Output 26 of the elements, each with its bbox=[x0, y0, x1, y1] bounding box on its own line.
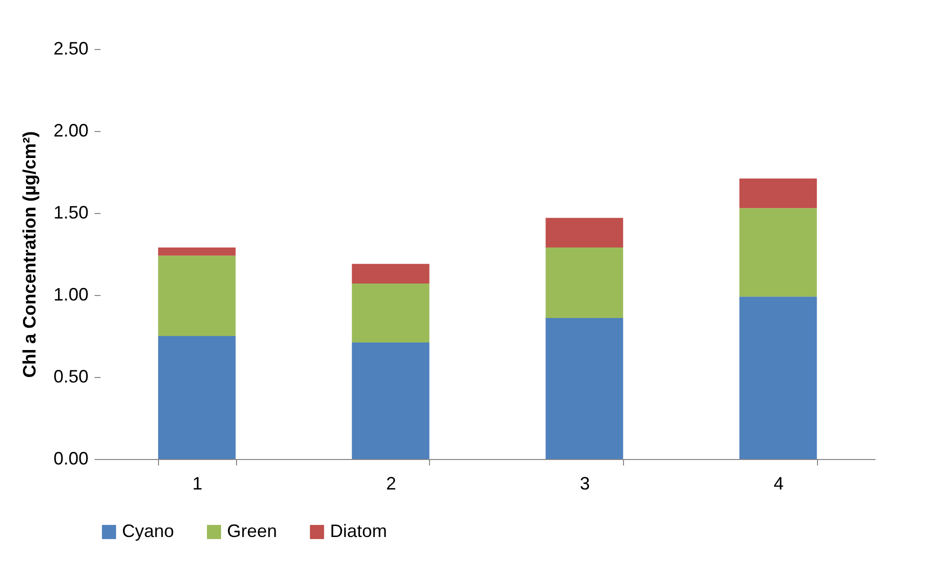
bar bbox=[739, 178, 817, 208]
legend-label: Green bbox=[227, 521, 278, 541]
x-tick-label: 3 bbox=[580, 474, 590, 494]
bar bbox=[352, 264, 430, 284]
bar bbox=[546, 218, 624, 248]
bar bbox=[546, 318, 624, 459]
y-tick-label: 1.00 bbox=[53, 284, 88, 304]
legend-label: Cyano bbox=[122, 521, 174, 541]
bar bbox=[158, 256, 236, 336]
bar bbox=[158, 336, 236, 459]
y-tick-label: 2.00 bbox=[53, 120, 88, 140]
bar bbox=[352, 284, 430, 343]
y-tick-label: 1.50 bbox=[53, 202, 88, 222]
x-tick-label: 4 bbox=[774, 474, 784, 494]
legend-label: Diatom bbox=[330, 521, 388, 541]
y-tick-label: 2.50 bbox=[53, 38, 88, 58]
y-tick-label: 0.50 bbox=[53, 366, 88, 386]
y-axis-title: Chl a Concentration (µg/cm²) bbox=[19, 131, 40, 378]
bar bbox=[739, 296, 817, 459]
y-tick-label: 0.00 bbox=[53, 448, 88, 468]
x-tick-label: 2 bbox=[386, 474, 396, 494]
bar bbox=[158, 247, 236, 256]
bar bbox=[739, 208, 817, 297]
bar bbox=[352, 342, 430, 459]
bar bbox=[546, 247, 624, 318]
x-tick-label: 1 bbox=[192, 474, 202, 494]
